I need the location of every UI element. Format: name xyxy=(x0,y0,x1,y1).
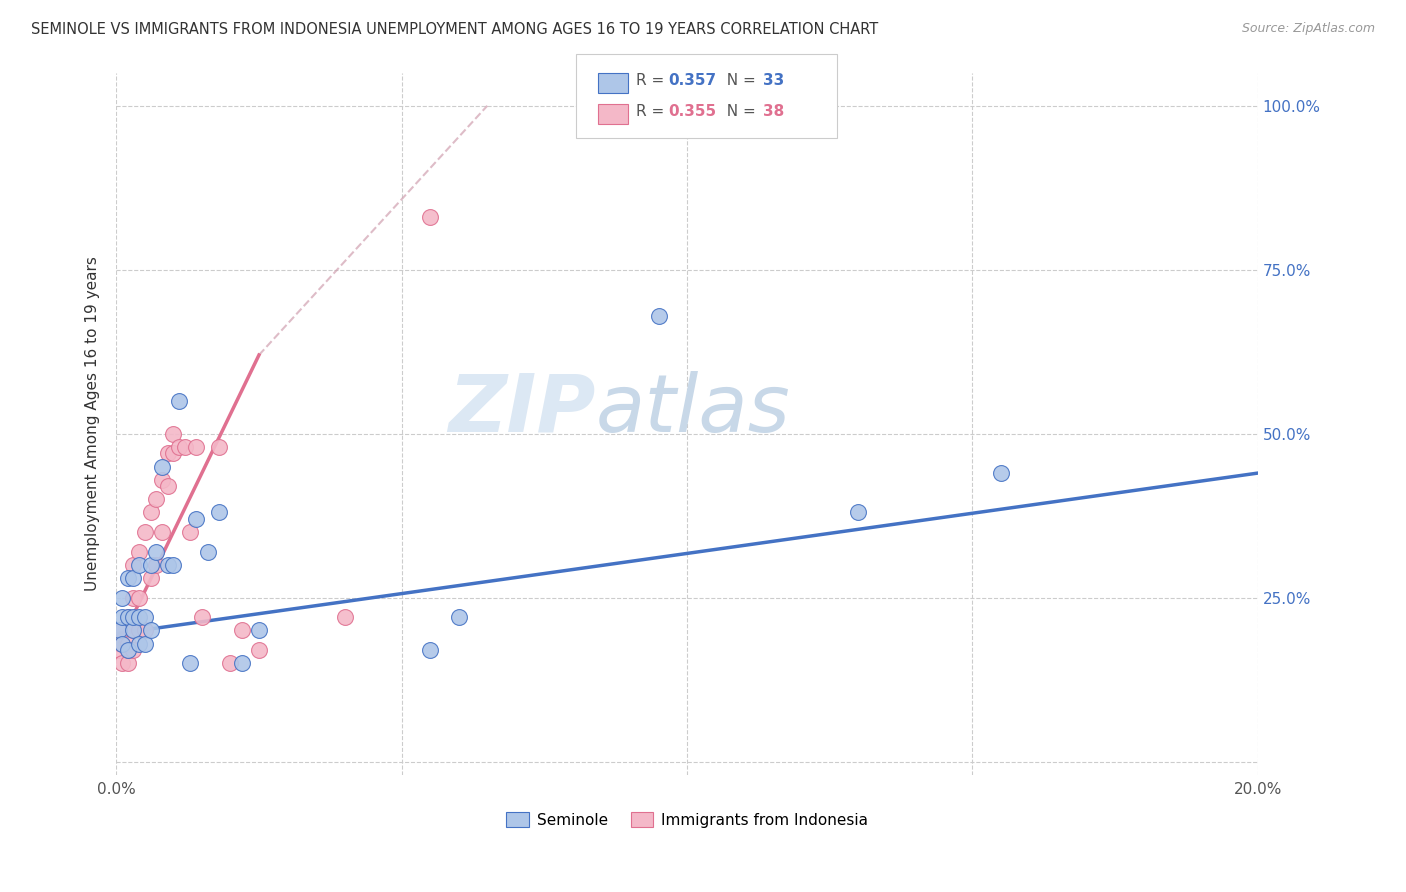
Point xyxy=(117,643,139,657)
Point xyxy=(647,309,669,323)
Point xyxy=(122,558,145,572)
Text: ZIP: ZIP xyxy=(449,371,596,449)
Point xyxy=(150,473,173,487)
Point xyxy=(208,505,231,519)
Point xyxy=(162,446,184,460)
Text: Source: ZipAtlas.com: Source: ZipAtlas.com xyxy=(1241,22,1375,36)
Point xyxy=(117,657,139,671)
Point xyxy=(167,440,190,454)
Point xyxy=(191,610,214,624)
Text: SEMINOLE VS IMMIGRANTS FROM INDONESIA UNEMPLOYMENT AMONG AGES 16 TO 19 YEARS COR: SEMINOLE VS IMMIGRANTS FROM INDONESIA UN… xyxy=(31,22,879,37)
Text: 0.355: 0.355 xyxy=(668,104,716,119)
Point xyxy=(117,637,139,651)
Point xyxy=(247,643,270,657)
Point xyxy=(117,643,139,657)
Text: N =: N = xyxy=(717,104,761,119)
Point xyxy=(846,505,869,519)
Point xyxy=(122,624,145,638)
Point xyxy=(128,637,150,651)
Point xyxy=(150,459,173,474)
Point xyxy=(122,591,145,605)
Point xyxy=(156,446,179,460)
Point xyxy=(128,545,150,559)
Point xyxy=(186,440,208,454)
Point xyxy=(108,624,131,638)
Point xyxy=(139,505,162,519)
Point xyxy=(179,525,201,540)
Point xyxy=(197,545,219,559)
Point xyxy=(111,591,134,605)
Point xyxy=(156,479,179,493)
Point xyxy=(128,610,150,624)
Text: R =: R = xyxy=(636,73,669,87)
Point xyxy=(134,624,156,638)
Point xyxy=(117,571,139,585)
Point xyxy=(117,610,139,624)
Legend: Seminole, Immigrants from Indonesia: Seminole, Immigrants from Indonesia xyxy=(501,805,875,834)
Point xyxy=(162,558,184,572)
Point xyxy=(111,657,134,671)
Point xyxy=(128,624,150,638)
Point xyxy=(111,624,134,638)
Point xyxy=(231,657,253,671)
Point xyxy=(247,624,270,638)
Point xyxy=(134,637,156,651)
Point xyxy=(111,610,134,624)
Point xyxy=(117,610,139,624)
Point xyxy=(419,643,441,657)
Point xyxy=(134,525,156,540)
Point xyxy=(108,643,131,657)
Point xyxy=(122,610,145,624)
Point xyxy=(447,610,470,624)
Point xyxy=(231,624,253,638)
Point xyxy=(208,440,231,454)
Point xyxy=(173,440,195,454)
Point xyxy=(186,512,208,526)
Point xyxy=(219,657,242,671)
Text: R =: R = xyxy=(636,104,669,119)
Point xyxy=(111,637,134,651)
Point xyxy=(990,466,1012,480)
Y-axis label: Unemployment Among Ages 16 to 19 years: Unemployment Among Ages 16 to 19 years xyxy=(86,256,100,591)
Point xyxy=(145,492,167,507)
Point xyxy=(150,525,173,540)
Point xyxy=(145,545,167,559)
Point xyxy=(139,571,162,585)
Point xyxy=(419,211,441,225)
Point xyxy=(333,610,356,624)
Text: 38: 38 xyxy=(763,104,785,119)
Text: N =: N = xyxy=(717,73,761,87)
Point xyxy=(122,643,145,657)
Text: 33: 33 xyxy=(763,73,785,87)
Point xyxy=(162,426,184,441)
Point xyxy=(179,657,201,671)
Text: 0.357: 0.357 xyxy=(668,73,716,87)
Point xyxy=(111,637,134,651)
Point xyxy=(156,558,179,572)
Point xyxy=(139,558,162,572)
Point xyxy=(134,610,156,624)
Point xyxy=(128,558,150,572)
Text: atlas: atlas xyxy=(596,371,790,449)
Point xyxy=(167,393,190,408)
Point xyxy=(128,591,150,605)
Point xyxy=(122,624,145,638)
Point xyxy=(139,624,162,638)
Point xyxy=(122,571,145,585)
Point xyxy=(145,558,167,572)
